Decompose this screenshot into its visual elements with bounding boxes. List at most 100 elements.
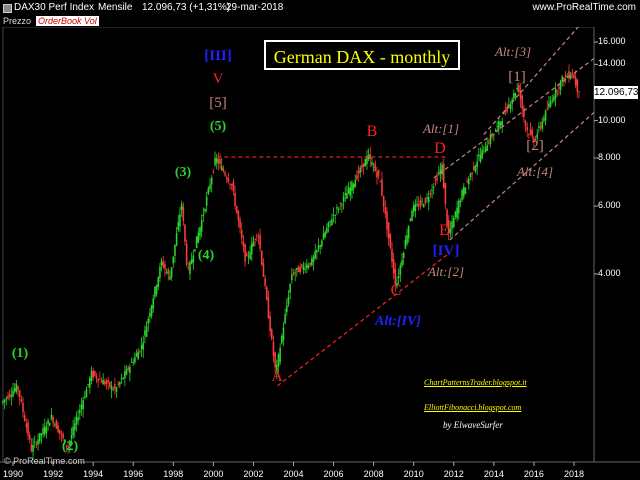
- orderbook-button[interactable]: OrderBook Vol: [36, 16, 99, 26]
- price-bar-body: [446, 209, 448, 227]
- price-bar-body: [77, 417, 79, 421]
- price-bar-body: [484, 148, 487, 153]
- site-url[interactable]: www.ProRealTime.com: [532, 2, 636, 13]
- panel-header: Prezzo OrderBook Vol: [0, 16, 640, 27]
- price-bar-body: [275, 364, 278, 371]
- price-bar-body: [85, 389, 88, 398]
- x-tick-label: 1994: [83, 469, 104, 479]
- price-bar-body: [58, 429, 61, 434]
- price-bar-body: [281, 335, 283, 344]
- price-bar-body: [372, 166, 375, 168]
- price-bar-body: [114, 384, 116, 389]
- price-bar-body: [356, 175, 358, 180]
- price-bar-body: [202, 214, 205, 217]
- price-bar-body: [240, 230, 243, 239]
- price-bar-body: [170, 267, 173, 278]
- price-bar-body: [210, 177, 213, 185]
- price-bar-body: [402, 252, 405, 258]
- price-bar-body: [289, 284, 291, 293]
- price-bar-body: [250, 243, 253, 255]
- price-bar-body: [536, 133, 539, 139]
- price-bar-body: [169, 276, 171, 280]
- wave-label: D: [434, 140, 446, 157]
- price-bar-body: [150, 305, 153, 316]
- price-bar-body: [129, 366, 131, 374]
- price-bar-body: [544, 110, 547, 121]
- price-bar-body: [573, 74, 575, 79]
- price-bar-body: [509, 104, 512, 109]
- x-tick-label: 2016: [523, 469, 544, 479]
- price-bar-body: [436, 177, 438, 181]
- price-bar-body: [526, 127, 529, 131]
- price-bar-body: [386, 211, 388, 230]
- price-bar-body: [132, 362, 135, 364]
- price-bar-body: [551, 100, 554, 101]
- price-bar-body: [175, 233, 178, 246]
- y-tick-label: 14.000: [598, 58, 626, 69]
- wave-label: (1): [11, 346, 29, 361]
- price-bar-body: [569, 75, 572, 79]
- price-bar-body: [159, 266, 161, 278]
- price-panel-label[interactable]: Prezzo: [3, 16, 32, 26]
- price-bar-body: [427, 197, 430, 203]
- price-bar-body: [396, 282, 398, 287]
- price-bar-body: [155, 285, 158, 295]
- price-bar-body: [412, 205, 415, 213]
- y-tick-label: 4.000: [598, 267, 621, 278]
- price-bar-body: [229, 183, 231, 185]
- price-bar-body: [304, 268, 306, 270]
- price-bar-body: [2, 400, 4, 404]
- price-bar-body: [296, 268, 298, 270]
- price-bar-body: [25, 423, 28, 428]
- price-bar-body: [78, 410, 81, 414]
- x-tick-label: 1992: [43, 469, 64, 479]
- price-bar-body: [461, 189, 463, 200]
- price-bar-body: [127, 367, 130, 370]
- price-bar-body: [426, 197, 428, 199]
- price-bar-body: [122, 377, 125, 379]
- price-bar-body: [559, 80, 562, 90]
- price-bar-body: [125, 368, 128, 375]
- price-bar-body: [247, 256, 250, 258]
- price-bar-body: [429, 193, 432, 195]
- price-bar-body: [337, 208, 340, 210]
- price-bar-body: [456, 207, 458, 219]
- credit-blog-1[interactable]: ChartPatternsTrader.blogspot.it: [424, 378, 527, 387]
- plot-area: [2, 26, 595, 463]
- price-bar-body: [556, 90, 559, 92]
- y-tick-label: 16.000: [598, 35, 626, 46]
- price-bar-body: [528, 134, 530, 136]
- price-bar-body: [357, 171, 360, 174]
- price-bar-body: [341, 204, 343, 206]
- price-bar-body: [167, 269, 170, 275]
- price-bar-body: [297, 266, 300, 273]
- price-bar-body: [513, 93, 515, 99]
- price-bar-body: [309, 262, 311, 266]
- wave-label: [1]: [508, 68, 526, 85]
- price-bar-body: [483, 146, 485, 148]
- price-bar-body: [578, 91, 580, 93]
- price-bar-body: [432, 186, 435, 189]
- price-bar-body: [215, 158, 218, 163]
- price-bar-body: [469, 173, 472, 178]
- price-bar-body: [331, 219, 333, 226]
- price-bar-body: [332, 214, 335, 216]
- price-bar-body: [135, 353, 138, 357]
- price-bar-body: [319, 245, 322, 247]
- price-bar-body: [225, 177, 228, 179]
- x-tick-label: 2006: [323, 469, 344, 479]
- price-bar-body: [48, 422, 51, 426]
- price-bar-body: [224, 172, 226, 176]
- credit-blog-2[interactable]: ElliottFibonacci.blogspot.com: [424, 403, 522, 412]
- price-bar-body: [411, 211, 413, 221]
- price-bar-body: [563, 77, 565, 81]
- price-bar-body: [22, 402, 24, 413]
- price-bar-body: [564, 74, 567, 77]
- triangle-lower-line: [277, 253, 449, 387]
- price-bar-body: [80, 404, 83, 410]
- price-bar-body: [185, 243, 188, 265]
- price-bar-body: [92, 370, 94, 378]
- price-bar-body: [62, 433, 64, 439]
- x-tick-label: 2018: [563, 469, 584, 479]
- price-bar-body: [199, 227, 201, 236]
